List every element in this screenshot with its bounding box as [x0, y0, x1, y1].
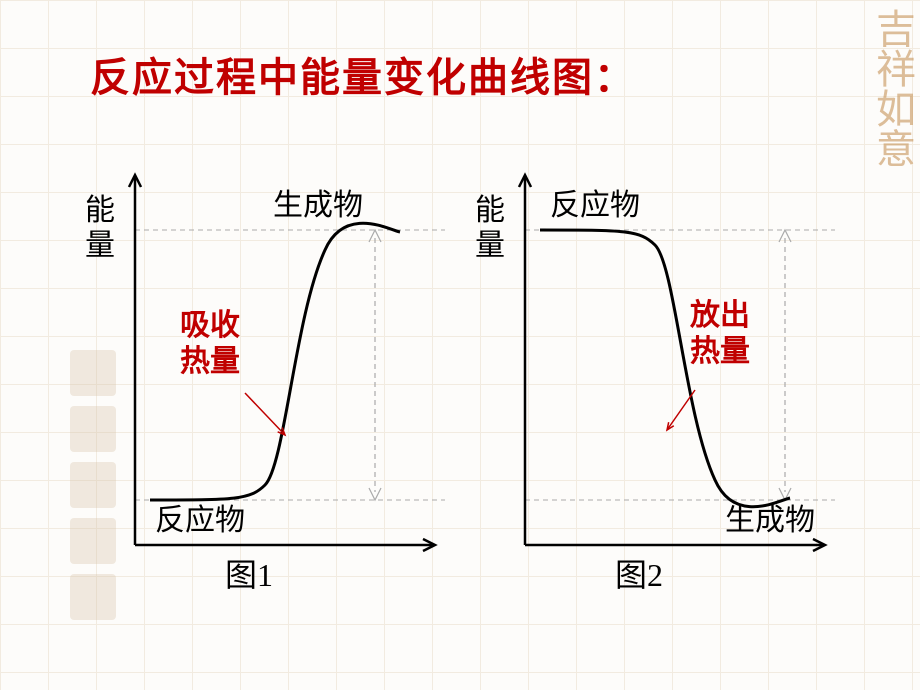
fig2-caption: 图2: [615, 550, 663, 596]
svg-text:吸收: 吸收: [180, 309, 240, 342]
svg-text:量: 量: [475, 229, 505, 262]
fig1-caption: 图1: [225, 550, 273, 596]
svg-text:反应物: 反应物: [550, 189, 640, 222]
svg-text:生成物: 生成物: [273, 189, 363, 222]
svg-text:反应物: 反应物: [155, 504, 245, 537]
svg-text:放出: 放出: [689, 299, 750, 332]
svg-text:能: 能: [475, 194, 505, 227]
svg-text:生成物: 生成物: [725, 504, 815, 537]
charts-area: 能量生成物反应物吸收热量能量反应物生成物放出热量 图1 图2: [55, 145, 885, 595]
svg-text:量: 量: [85, 229, 115, 262]
page-title: 反应过程中能量变化曲线图：: [90, 45, 636, 103]
svg-text:能: 能: [85, 194, 115, 227]
svg-text:热量: 热量: [180, 345, 240, 378]
charts-svg: 能量生成物反应物吸收热量能量反应物生成物放出热量: [55, 145, 885, 575]
svg-text:热量: 热量: [690, 335, 750, 368]
corner-watermark: 吉祥如意: [822, 8, 912, 168]
